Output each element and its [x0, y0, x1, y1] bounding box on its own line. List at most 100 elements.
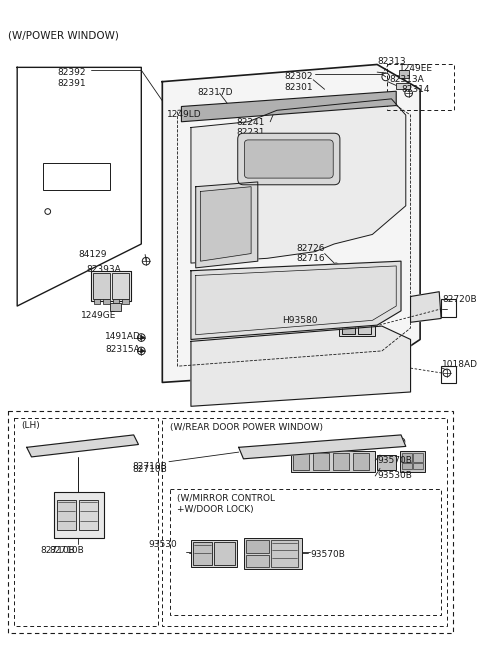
- Bar: [14, 418, 157, 626]
- Bar: [214, 542, 235, 565]
- Bar: [441, 299, 456, 317]
- Bar: [231, 106, 246, 115]
- Bar: [402, 453, 411, 462]
- Bar: [93, 273, 110, 299]
- Bar: [191, 540, 237, 567]
- Bar: [94, 299, 100, 304]
- Bar: [170, 489, 441, 615]
- Text: 82241
82231: 82241 82231: [237, 118, 265, 137]
- Bar: [112, 273, 129, 299]
- Bar: [275, 291, 288, 301]
- Bar: [400, 451, 425, 472]
- Text: 82710B: 82710B: [132, 462, 167, 470]
- Circle shape: [137, 347, 145, 355]
- Polygon shape: [27, 435, 138, 457]
- Text: 82317D: 82317D: [198, 89, 233, 97]
- Text: 1249EE: 1249EE: [399, 64, 433, 73]
- Circle shape: [142, 257, 150, 265]
- Polygon shape: [191, 326, 410, 406]
- Text: 93530B: 93530B: [377, 471, 412, 480]
- Polygon shape: [201, 187, 251, 261]
- Bar: [413, 462, 423, 469]
- Text: 84129: 84129: [78, 250, 107, 258]
- Polygon shape: [196, 182, 258, 268]
- Bar: [402, 462, 411, 469]
- Text: 82710B: 82710B: [49, 546, 84, 555]
- Bar: [246, 540, 269, 553]
- Bar: [103, 299, 110, 304]
- Text: 1018AD: 1018AD: [442, 360, 478, 369]
- Text: 82720B: 82720B: [442, 295, 477, 304]
- Polygon shape: [162, 64, 420, 382]
- Circle shape: [397, 438, 405, 445]
- Bar: [313, 280, 326, 297]
- Bar: [91, 271, 131, 301]
- Text: 82315A: 82315A: [105, 345, 140, 354]
- Bar: [54, 492, 104, 538]
- Bar: [291, 451, 375, 472]
- Text: 82302
82301: 82302 82301: [285, 72, 313, 92]
- Text: 82392
82391: 82392 82391: [57, 68, 86, 88]
- Circle shape: [405, 89, 412, 97]
- Bar: [162, 418, 447, 626]
- Bar: [413, 453, 423, 462]
- Bar: [233, 108, 244, 113]
- Bar: [110, 303, 121, 311]
- Bar: [271, 540, 298, 567]
- Bar: [313, 453, 329, 470]
- Bar: [292, 277, 306, 288]
- Text: (W/REAR DOOR POWER WINDOW): (W/REAR DOOR POWER WINDOW): [170, 422, 323, 432]
- Circle shape: [333, 263, 339, 269]
- Circle shape: [137, 334, 145, 341]
- Polygon shape: [181, 91, 396, 122]
- Circle shape: [45, 209, 50, 215]
- Bar: [246, 555, 269, 567]
- Bar: [79, 500, 98, 531]
- Bar: [43, 163, 110, 190]
- Bar: [275, 277, 288, 288]
- Text: 82393A: 82393A: [86, 265, 120, 274]
- Polygon shape: [191, 261, 401, 339]
- Circle shape: [127, 437, 134, 445]
- Polygon shape: [140, 348, 145, 354]
- Text: 93570B: 93570B: [310, 550, 345, 558]
- Text: 82313: 82313: [377, 57, 406, 66]
- Bar: [399, 70, 408, 78]
- Bar: [353, 453, 370, 470]
- Polygon shape: [140, 335, 145, 340]
- Text: (LH): (LH): [21, 420, 40, 430]
- Bar: [122, 299, 129, 304]
- Bar: [333, 453, 349, 470]
- FancyBboxPatch shape: [238, 133, 340, 185]
- Text: (W/POWER WINDOW): (W/POWER WINDOW): [8, 30, 119, 40]
- Bar: [377, 455, 396, 470]
- Bar: [292, 291, 306, 301]
- Bar: [342, 320, 355, 334]
- Bar: [8, 411, 453, 632]
- Bar: [113, 299, 120, 304]
- Bar: [339, 318, 375, 336]
- Text: 82726
82716: 82726 82716: [296, 244, 324, 263]
- Text: 93570B: 93570B: [377, 456, 412, 465]
- Text: 82314: 82314: [401, 85, 430, 94]
- Text: 82313A: 82313A: [390, 75, 424, 84]
- Text: 82710B: 82710B: [132, 466, 167, 474]
- Text: (W/MIRROR CONTROL
+W/DOOR LOCK): (W/MIRROR CONTROL +W/DOOR LOCK): [177, 494, 275, 514]
- Circle shape: [443, 369, 451, 377]
- Text: 1249GE: 1249GE: [81, 311, 117, 320]
- Bar: [441, 366, 456, 383]
- FancyBboxPatch shape: [244, 140, 333, 178]
- Bar: [193, 542, 212, 565]
- Text: 1249LD: 1249LD: [167, 110, 202, 119]
- Bar: [358, 320, 372, 334]
- Bar: [396, 83, 409, 89]
- Bar: [244, 538, 302, 569]
- Polygon shape: [410, 292, 441, 322]
- Text: 93530: 93530: [148, 540, 177, 549]
- Bar: [387, 64, 454, 110]
- Text: 1491AD: 1491AD: [105, 332, 141, 341]
- Text: H93580: H93580: [282, 316, 317, 325]
- Circle shape: [382, 73, 390, 81]
- Bar: [293, 453, 309, 470]
- Polygon shape: [239, 435, 406, 459]
